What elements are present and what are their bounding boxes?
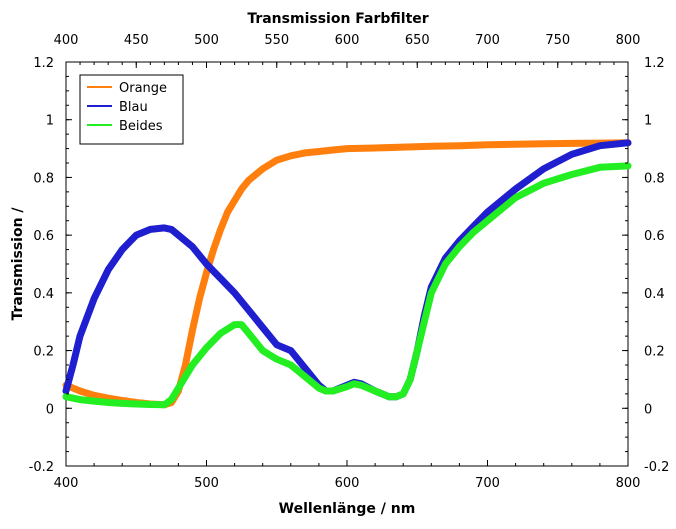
right-y-tick-label: -0.2 <box>644 460 669 475</box>
legend: Orange Blau Beides <box>79 74 184 145</box>
right-y-tick-label: 0 <box>644 402 652 417</box>
right-y-tick-label: 0.4 <box>644 287 665 302</box>
right-y-tick-label: 0.6 <box>644 229 665 244</box>
ticks-layer: 400 500 600 700 800 400 450 500 550 600 650 700 750 8… <box>29 33 670 491</box>
y-tick-label: 0.6 <box>33 229 54 244</box>
legend-label-orange: Orange <box>119 81 167 96</box>
y-tick-label: 1 <box>46 114 54 129</box>
x-tick-label: 800 <box>616 476 641 491</box>
right-y-tick-label: 0.2 <box>644 345 665 360</box>
right-y-tick-label: 1.2 <box>644 56 665 71</box>
series-line-beides <box>62 162 632 409</box>
y-tick-label: 0.4 <box>33 287 54 302</box>
y-tick-label: 0.2 <box>33 345 54 360</box>
top-x-tick-label: 400 <box>54 33 79 48</box>
legend-label-beides: Beides <box>119 119 163 134</box>
y-tick-label: 0 <box>46 402 54 417</box>
chart-title: Transmission Farbfilter <box>247 11 428 27</box>
x-axis-title: Wellenlänge / nm <box>279 501 416 517</box>
x-tick-label: 500 <box>194 476 219 491</box>
y-axis-title: Transmission / <box>10 207 26 321</box>
x-tick-label: 700 <box>475 476 500 491</box>
right-y-tick-label: 1 <box>644 114 652 129</box>
x-tick-label: 600 <box>335 476 360 491</box>
top-x-tick-label: 500 <box>194 33 219 48</box>
top-x-tick-label: 550 <box>264 33 289 48</box>
top-x-tick-label: 650 <box>405 33 430 48</box>
top-x-tick-label: 450 <box>124 33 149 48</box>
top-x-tick-label: 800 <box>616 33 641 48</box>
top-x-tick-label: 750 <box>545 33 570 48</box>
y-tick-label: -0.2 <box>29 460 54 475</box>
top-x-tick-label: 700 <box>475 33 500 48</box>
right-y-tick-label: 0.8 <box>644 171 665 186</box>
series-layer <box>62 139 632 409</box>
x-tick-label: 400 <box>54 476 79 491</box>
y-tick-label: 1.2 <box>33 56 54 71</box>
y-tick-label: 0.8 <box>33 171 54 186</box>
top-x-tick-label: 600 <box>335 33 360 48</box>
legend-label-blau: Blau <box>119 100 148 115</box>
